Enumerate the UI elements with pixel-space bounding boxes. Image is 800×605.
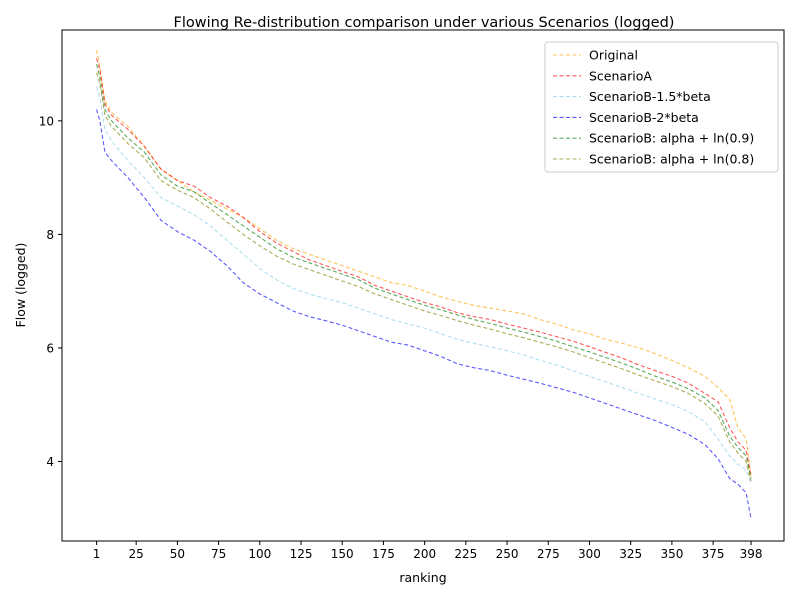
x-tick-label: 275	[537, 547, 560, 561]
legend-items: Original ScenarioA ScenarioB-1.5*beta Scena…	[553, 48, 754, 167]
series-line-6	[96, 72, 752, 482]
legend-label-6: ScenarioB: alpha + ln(0.8)	[589, 152, 754, 167]
x-tick-label: 100	[248, 547, 271, 561]
x-tick-label: 225	[454, 547, 477, 561]
legend-label-4: ScenarioB-2*beta	[589, 110, 699, 125]
series-line-5	[96, 63, 752, 479]
series-line-3	[96, 86, 752, 484]
x-tick-label: 150	[331, 547, 354, 561]
x-tick-label: 325	[619, 547, 642, 561]
series-line-1	[96, 49, 752, 476]
x-tick-label: 1	[93, 547, 101, 561]
x-tick-label: 398	[740, 547, 763, 561]
legend-label-3: ScenarioB-1.5*beta	[589, 89, 711, 104]
legend-frame	[544, 41, 779, 173]
y-axis-label: Flow (logged)	[13, 243, 28, 328]
legend: Original ScenarioA ScenarioB-1.5*beta Scena…	[544, 41, 779, 173]
y-tick-label: 6	[46, 341, 54, 355]
legend-label-2: ScenarioA	[589, 68, 652, 83]
x-tick-label: 175	[372, 547, 395, 561]
series-line-2	[96, 58, 752, 476]
x-tick-label: 250	[496, 547, 519, 561]
x-tick-label: 125	[290, 547, 313, 561]
y-tick-label: 8	[46, 228, 54, 242]
legend-label-1: Original	[589, 48, 638, 63]
y-tick-label: 10	[39, 114, 54, 128]
legend-label-5: ScenarioB: alpha + ln(0.9)	[589, 131, 754, 146]
y-tick-label: 4	[46, 455, 54, 469]
x-axis-label: ranking	[399, 570, 446, 585]
chart-title: Flowing Re-distribution comparison under…	[174, 15, 675, 31]
y-axis: 4 6 8 10	[39, 114, 62, 469]
plot-area	[61, 29, 785, 542]
x-tick-label: 300	[578, 547, 601, 561]
x-tick-label: 25	[129, 547, 144, 561]
x-tick-label: 350	[660, 547, 683, 561]
x-tick-label: 375	[702, 547, 725, 561]
x-tick-label: 200	[413, 547, 436, 561]
x-tick-label: 75	[211, 547, 226, 561]
series-lines	[96, 49, 752, 519]
plot-frame	[61, 29, 785, 542]
x-axis: 1 25 50 75 100 125 150 175 200 225 250 275 300 325 350…	[93, 541, 763, 561]
series-line-4	[96, 109, 752, 519]
x-tick-label: 50	[170, 547, 185, 561]
